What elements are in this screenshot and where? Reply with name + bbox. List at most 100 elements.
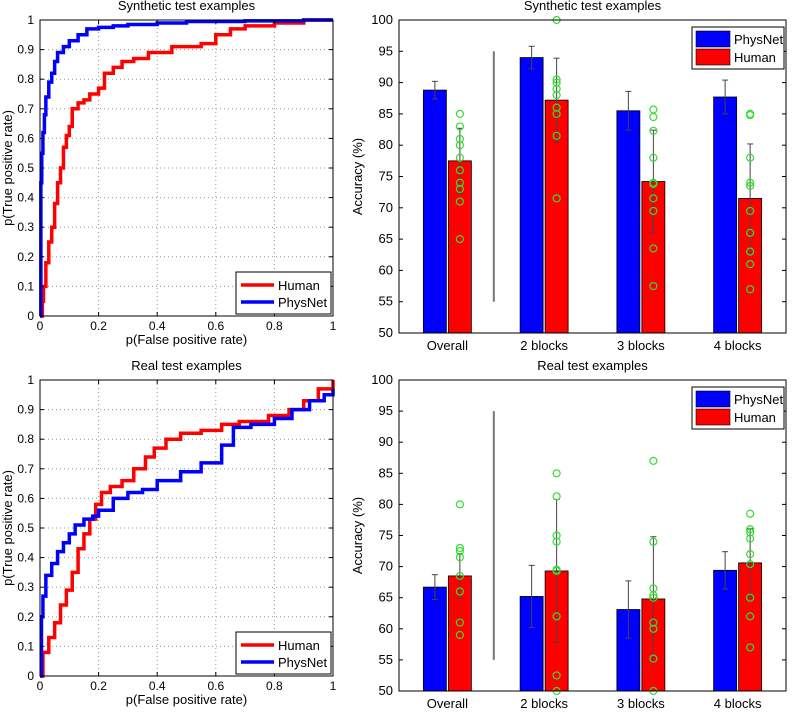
y-tick-label: 75 xyxy=(379,169,393,184)
subject-point xyxy=(649,618,658,627)
subject-point xyxy=(649,206,658,216)
subject-point xyxy=(746,593,755,602)
x-axis-label: p(False positive rate) xyxy=(126,332,247,347)
y-tick-label: 1 xyxy=(27,13,34,27)
y-tick-label: 0.2 xyxy=(17,610,34,624)
y-tick-label: 0.9 xyxy=(17,403,34,417)
subject-point xyxy=(649,281,658,291)
y-tick-label: 0.4 xyxy=(17,191,34,205)
legend-box xyxy=(235,631,332,675)
subject-point xyxy=(552,492,561,501)
y-tick-label: 0 xyxy=(27,669,34,683)
legend-label-human: Human xyxy=(734,50,776,65)
series-line-physnet xyxy=(39,388,335,678)
y-tick-label: 80 xyxy=(379,496,393,511)
y-tick-label: 90 xyxy=(379,75,393,90)
subject-point xyxy=(552,131,561,140)
series-line-human xyxy=(40,380,335,678)
y-tick-label: 0.5 xyxy=(17,521,34,535)
roc-chart-roc_real: 0 0.2 0.4 0.6 0.8 1 0 0.1 0.2 0.3 0.4 0.5 0.6 0.7 0.8 0… xyxy=(0,358,337,707)
x-category-label: 3 blocks xyxy=(617,338,665,353)
subject-point xyxy=(552,537,561,546)
y-tick-label: 70 xyxy=(379,559,393,574)
x-tick-label: 1 xyxy=(330,679,337,693)
subject-point xyxy=(455,553,464,562)
x-tick-label: 0.4 xyxy=(149,679,166,693)
x-tick-label: 0.6 xyxy=(207,679,224,693)
subject-point xyxy=(746,247,755,256)
subject-point xyxy=(649,456,658,465)
x-tick-label: 0.2 xyxy=(90,679,107,693)
subject-point xyxy=(746,560,755,569)
subject-point xyxy=(746,509,755,518)
subject-point xyxy=(455,122,464,131)
subject-point xyxy=(455,543,464,553)
y-tick-label: 0.1 xyxy=(17,279,34,293)
y-tick-label: 0.6 xyxy=(17,491,34,505)
series-line-physnet xyxy=(39,18,333,318)
subject-point xyxy=(649,153,658,162)
x-axis-label: p(False positive rate) xyxy=(126,692,247,707)
y-tick-label: 0.3 xyxy=(17,580,34,594)
y-tick-label: 0.7 xyxy=(17,102,34,116)
subject-point xyxy=(649,105,658,114)
subject-point xyxy=(455,500,464,509)
subject-point xyxy=(746,153,755,162)
subject-point xyxy=(552,671,561,680)
subject-point xyxy=(455,235,464,244)
x-tick-label: 0.2 xyxy=(90,319,107,333)
x-tick-label: 0.8 xyxy=(266,679,283,693)
y-tick-label: 85 xyxy=(379,106,393,121)
subject-point xyxy=(649,624,658,633)
subject-point xyxy=(746,528,755,537)
y-tick-label: 0.8 xyxy=(17,432,34,446)
subject-point xyxy=(552,612,561,621)
subject-point xyxy=(649,112,658,122)
subject-point xyxy=(552,75,561,84)
y-tick-label: 60 xyxy=(379,621,393,636)
subject-point xyxy=(649,593,658,602)
y-tick-label: 0.6 xyxy=(17,131,34,145)
chart-title: Synthetic test examples xyxy=(118,0,256,13)
x-tick-label: 1 xyxy=(330,319,337,333)
x-tick-label: 0 xyxy=(37,679,44,693)
legend-swatch-human xyxy=(695,48,731,66)
y-tick-label: 95 xyxy=(379,43,393,58)
subject-point xyxy=(649,179,658,189)
legend-swatch-physnet xyxy=(695,390,731,408)
subject-point xyxy=(455,197,464,206)
x-tick-label: 0 xyxy=(37,319,44,333)
x-tick-label: 0.8 xyxy=(266,319,283,333)
subject-point xyxy=(552,566,561,576)
bar-chart-bar_synth: Overall 2 blocks 3 blocks 4 blocks 50 55 60 65 7… xyxy=(350,0,787,353)
x-tick-label: 0.6 xyxy=(207,319,224,333)
y-tick-label: 80 xyxy=(379,137,393,152)
subject-point xyxy=(746,525,755,534)
roc-chart-roc_synth: 0 0.2 0.4 0.6 0.8 1 0 0.1 0.2 0.3 0.4 0.5 0.6 0.7 0.8 0… xyxy=(0,0,337,347)
subject-point xyxy=(649,537,658,546)
legend-swatch-physnet xyxy=(695,30,731,48)
chart-title: Synthetic test examples xyxy=(524,0,662,13)
subject-point xyxy=(746,550,755,559)
subject-point xyxy=(746,228,755,237)
legend: PhysNet Human xyxy=(691,26,785,70)
y-tick-label: 0.3 xyxy=(17,220,34,234)
subject-point xyxy=(455,134,464,144)
subject-point xyxy=(455,618,464,627)
x-category-label: 4 blocks xyxy=(714,696,762,711)
x-category-label: 2 blocks xyxy=(520,338,568,353)
y-tick-label: 60 xyxy=(379,262,393,277)
y-tick-label: 100 xyxy=(371,12,393,27)
y-tick-label: 90 xyxy=(379,434,393,449)
subject-point xyxy=(552,84,561,93)
y-tick-label: 65 xyxy=(379,231,393,246)
y-axis-label: p(True positive rate) xyxy=(0,470,15,586)
subject-point xyxy=(552,103,561,112)
y-tick-label: 1 xyxy=(27,373,34,387)
subject-point xyxy=(746,206,755,216)
legend-label-human: Human xyxy=(278,278,320,293)
y-tick-label: 0.2 xyxy=(17,250,34,264)
subject-point xyxy=(455,141,464,150)
y-tick-label: 95 xyxy=(379,403,393,418)
